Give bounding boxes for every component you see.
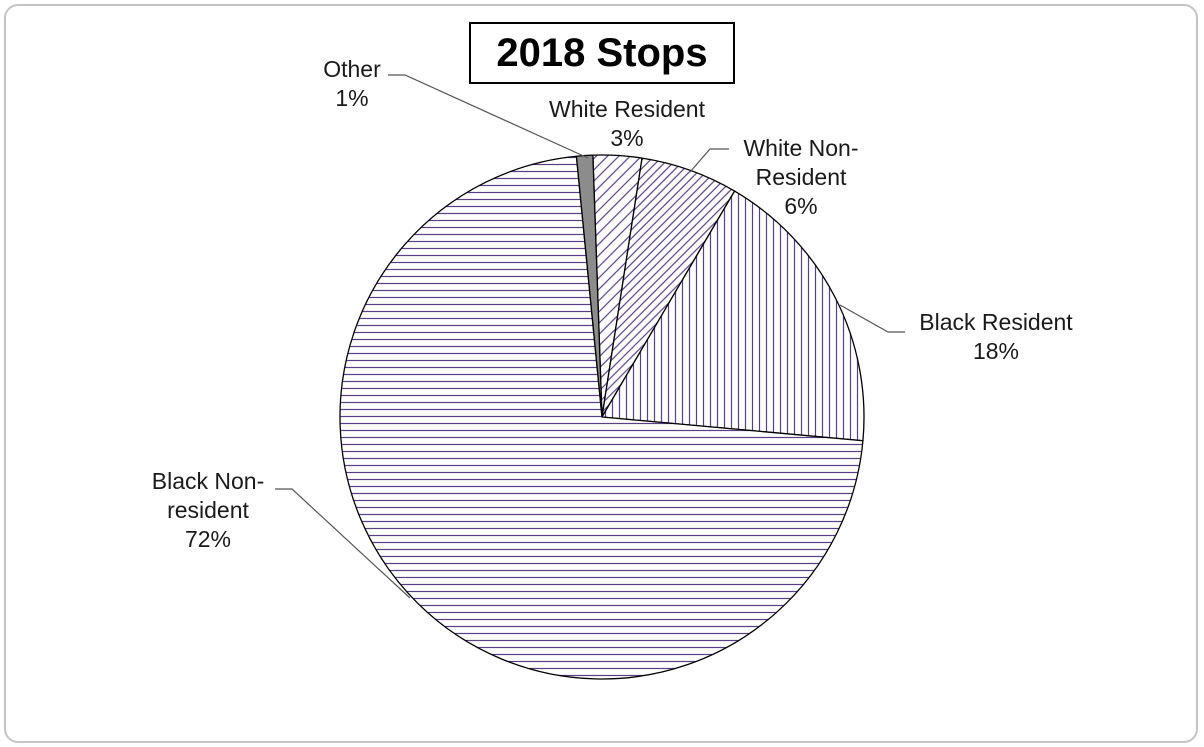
chart-title-box: 2018 Stops — [469, 22, 735, 84]
leader-line-white-non-resident — [689, 148, 729, 173]
leader-line-other — [388, 74, 589, 159]
slice-label-white-resident-line-1: 3% — [610, 125, 643, 151]
slice-label-other: Other 1% — [323, 56, 381, 111]
slice-label-other-line-0: Other — [323, 56, 381, 82]
chart-title: 2018 Stops — [496, 31, 708, 75]
pie-slice-black-non-resident — [339, 155, 864, 680]
slice-label-black-resident-line-1: 18% — [973, 338, 1019, 364]
slice-label-black-resident: Black Resident 18% — [919, 309, 1073, 364]
slice-label-white-non-resident-line-2: 6% — [784, 193, 817, 219]
slice-label-black-non-resident: Black Non-resident 72% — [152, 468, 264, 552]
pie-slice-black-resident — [600, 190, 865, 442]
leader-line-black-resident — [839, 304, 905, 333]
leader-line-black-non-resident — [275, 488, 411, 599]
slice-label-white-non-resident: White Non- Resident 6% — [743, 135, 858, 219]
slice-label-white-resident-line-0: White Resident — [549, 96, 706, 122]
slice-label-white-non-resident-line-0: White Non- — [743, 135, 858, 161]
slice-label-black-non-resident-line-0: Black Non- — [152, 468, 264, 494]
slice-label-black-non-resident-line-2: 72% — [185, 526, 231, 552]
slice-label-other-line-1: 1% — [335, 85, 368, 111]
pie-slice-other — [575, 154, 603, 418]
slice-label-white-non-resident-line-1: Resident — [756, 164, 847, 190]
slice-label-black-non-resident-line-1: resident — [167, 497, 249, 523]
slice-label-white-resident: White Resident 3% — [549, 96, 706, 151]
slice-label-black-resident-line-0: Black Resident — [919, 309, 1073, 335]
